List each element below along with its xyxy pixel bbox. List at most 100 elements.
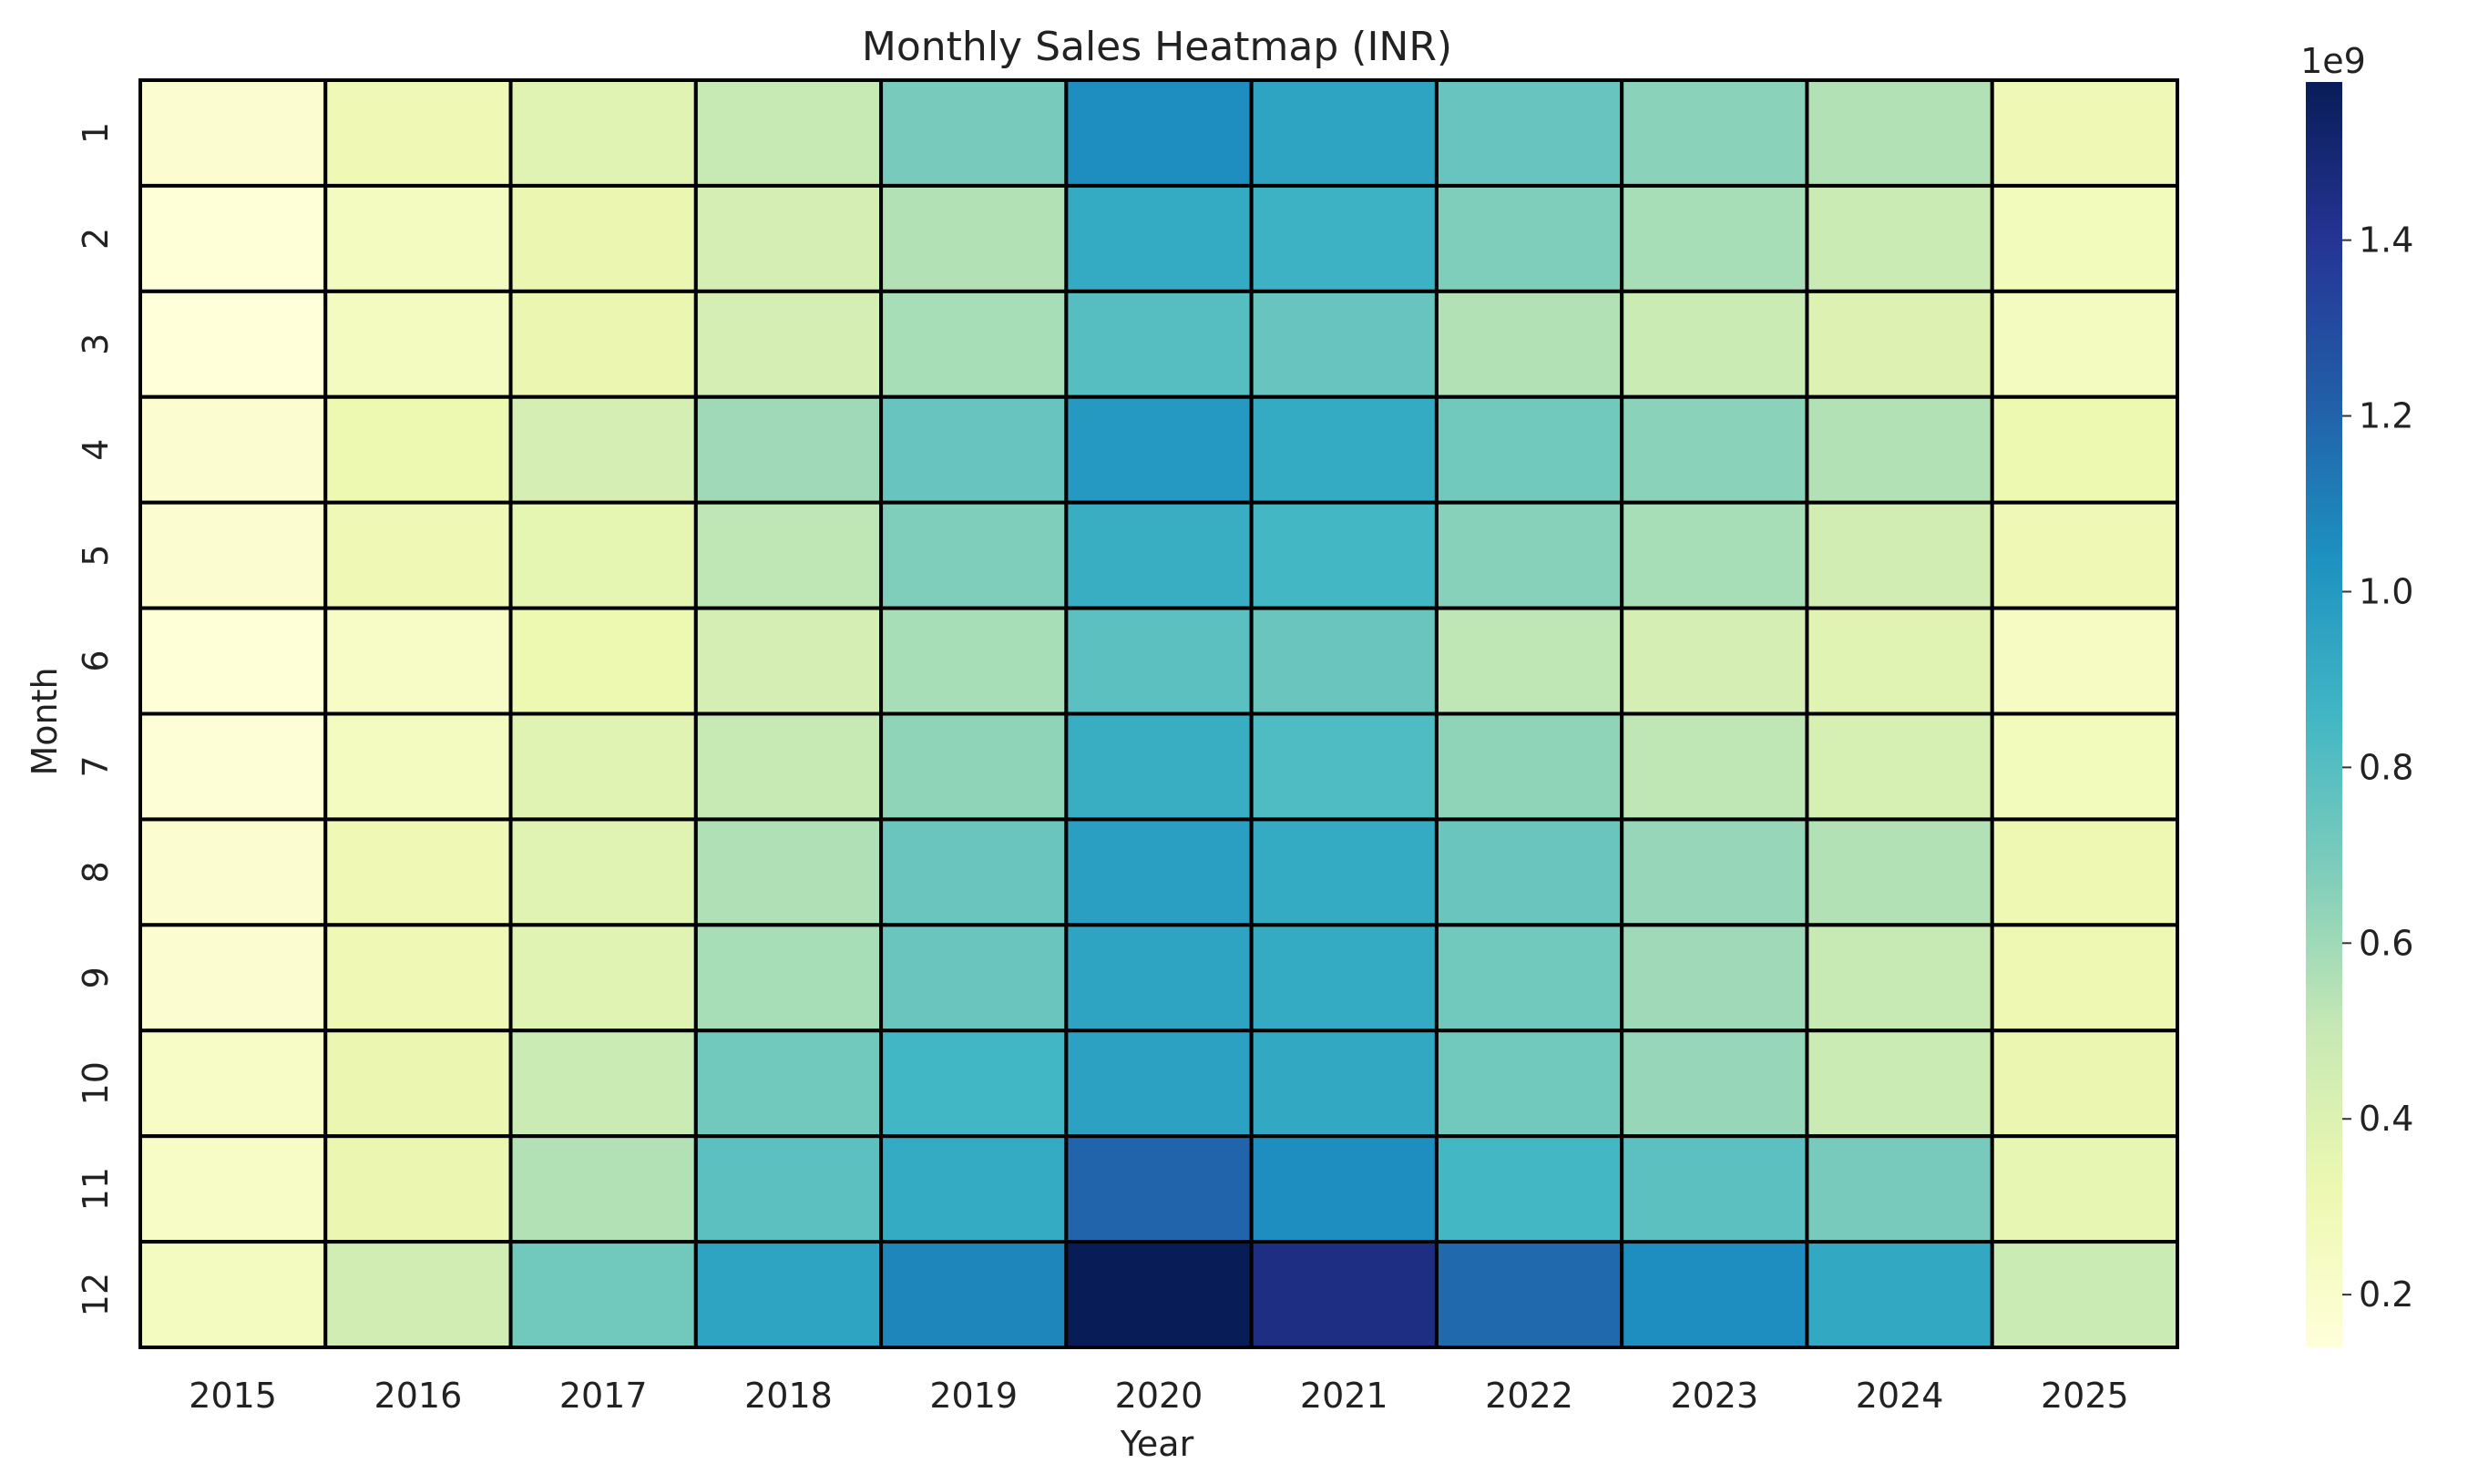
x-tick-label: 2018	[744, 1376, 833, 1416]
heatmap-cell	[1805, 183, 1994, 293]
heatmap-cell	[1990, 817, 2180, 927]
y-tick-label: 3	[76, 333, 116, 355]
heatmap-cell	[879, 394, 1069, 505]
heatmap-cell	[508, 817, 698, 927]
heatmap-cell	[693, 1240, 884, 1350]
heatmap-cell	[508, 394, 698, 505]
y-tick-label: 12	[76, 1273, 116, 1316]
heatmap-cell	[1064, 923, 1254, 1033]
heatmap-cell	[1064, 394, 1254, 505]
colorbar-tick-label: 0.8	[2359, 747, 2413, 787]
colorbar-multiplier: 1e9	[2300, 41, 2366, 81]
heatmap-cell	[1620, 500, 1809, 610]
heatmap-cell	[138, 1029, 328, 1139]
heatmap-cell	[1990, 183, 2180, 293]
heatmap-cell	[1990, 289, 2180, 399]
x-tick-label: 2017	[559, 1376, 648, 1416]
heatmap-cell	[138, 183, 328, 293]
heatmap-cell	[693, 289, 884, 399]
heatmap-cell	[1620, 183, 1809, 293]
heatmap-cell	[1805, 817, 1994, 927]
x-tick-label: 2025	[2041, 1376, 2129, 1416]
heatmap-cell	[1990, 500, 2180, 610]
heatmap-cell	[138, 606, 328, 716]
heatmap-cell	[1249, 394, 1439, 505]
heatmap-cell	[1434, 394, 1624, 505]
heatmap-cell	[508, 78, 698, 188]
heatmap-cell	[508, 923, 698, 1033]
colorbar-gradient	[2306, 82, 2342, 1347]
heatmap-cell	[323, 1134, 513, 1244]
x-tick-label: 2024	[1856, 1376, 1944, 1416]
heatmap-cell	[1434, 711, 1624, 822]
heatmap-cell	[508, 1029, 698, 1139]
y-tick-label: 2	[76, 228, 116, 250]
heatmap-cell	[1805, 289, 1994, 399]
heatmap-cell	[138, 923, 328, 1033]
heatmap-cell	[1805, 78, 1994, 188]
heatmap-cell	[1249, 606, 1439, 716]
heatmap-cell	[1064, 500, 1254, 610]
heatmap-cell	[1249, 711, 1439, 822]
heatmap-cell	[1434, 78, 1624, 188]
heatmap-cell	[508, 711, 698, 822]
heatmap-cell	[879, 817, 1069, 927]
x-tick-label: 2016	[374, 1376, 463, 1416]
heatmap-cell	[1990, 606, 2180, 716]
heatmap-cell	[1620, 1240, 1809, 1350]
heatmap-cell	[1620, 817, 1809, 927]
x-axis-label: Year	[1120, 1424, 1194, 1464]
heatmap-cell	[323, 923, 513, 1033]
heatmap-cell	[1434, 183, 1624, 293]
heatmap-cell	[323, 500, 513, 610]
heatmap-cell	[1064, 78, 1254, 188]
heatmap-cell	[1249, 500, 1439, 610]
heatmap-cell	[879, 78, 1069, 188]
x-tick-label: 2022	[1485, 1376, 1573, 1416]
heatmap-cell	[1990, 711, 2180, 822]
heatmap-cell	[693, 394, 884, 505]
heatmap-cell	[323, 289, 513, 399]
heatmap-cell	[1805, 923, 1994, 1033]
heatmap-cell	[1249, 289, 1439, 399]
heatmap-cell	[1620, 78, 1809, 188]
x-tick-label: 2020	[1115, 1376, 1203, 1416]
y-tick-label: 5	[76, 545, 116, 567]
heatmap-cell	[1434, 1029, 1624, 1139]
x-tick-label: 2023	[1670, 1376, 1758, 1416]
heatmap-cell	[1990, 1029, 2180, 1139]
heatmap-cell	[1620, 606, 1809, 716]
heatmap-cell	[1064, 1240, 1254, 1350]
heatmap-cell	[1064, 606, 1254, 716]
heatmap-cell	[693, 500, 884, 610]
heatmap-cell	[508, 289, 698, 399]
chart-title: Monthly Sales Heatmap (INR)	[862, 24, 1452, 70]
heatmap-cell	[508, 1134, 698, 1244]
heatmap-cell	[1990, 1134, 2180, 1244]
heatmap-cell	[1805, 500, 1994, 610]
colorbar-tick-label: 1.4	[2359, 220, 2413, 261]
colorbar-tick-label: 0.2	[2359, 1274, 2413, 1315]
y-tick-label: 4	[76, 439, 116, 461]
heatmap-cell	[879, 711, 1069, 822]
heatmap-cell	[1805, 394, 1994, 505]
heatmap-cell	[1249, 183, 1439, 293]
heatmap-cell	[138, 289, 328, 399]
heatmap-cell	[1805, 1240, 1994, 1350]
heatmap-cell	[1434, 289, 1624, 399]
y-tick-label: 9	[76, 967, 116, 988]
heatmap-cell	[1064, 289, 1254, 399]
heatmap-cell	[1620, 1134, 1809, 1244]
heatmap-cell	[508, 183, 698, 293]
x-tick-label: 2019	[929, 1376, 1018, 1416]
y-tick-label: 10	[76, 1061, 116, 1105]
y-tick-label: 6	[76, 650, 116, 671]
heatmap-cell	[508, 606, 698, 716]
colorbar-tick-label: 0.6	[2359, 923, 2413, 963]
colorbar-tick-label: 0.4	[2359, 1099, 2413, 1139]
heatmap-cell	[693, 817, 884, 927]
heatmap-cell	[1434, 500, 1624, 610]
heatmap-cells	[138, 78, 2180, 1350]
heatmap-cell	[1990, 394, 2180, 505]
heatmap-cell	[1249, 1240, 1439, 1350]
